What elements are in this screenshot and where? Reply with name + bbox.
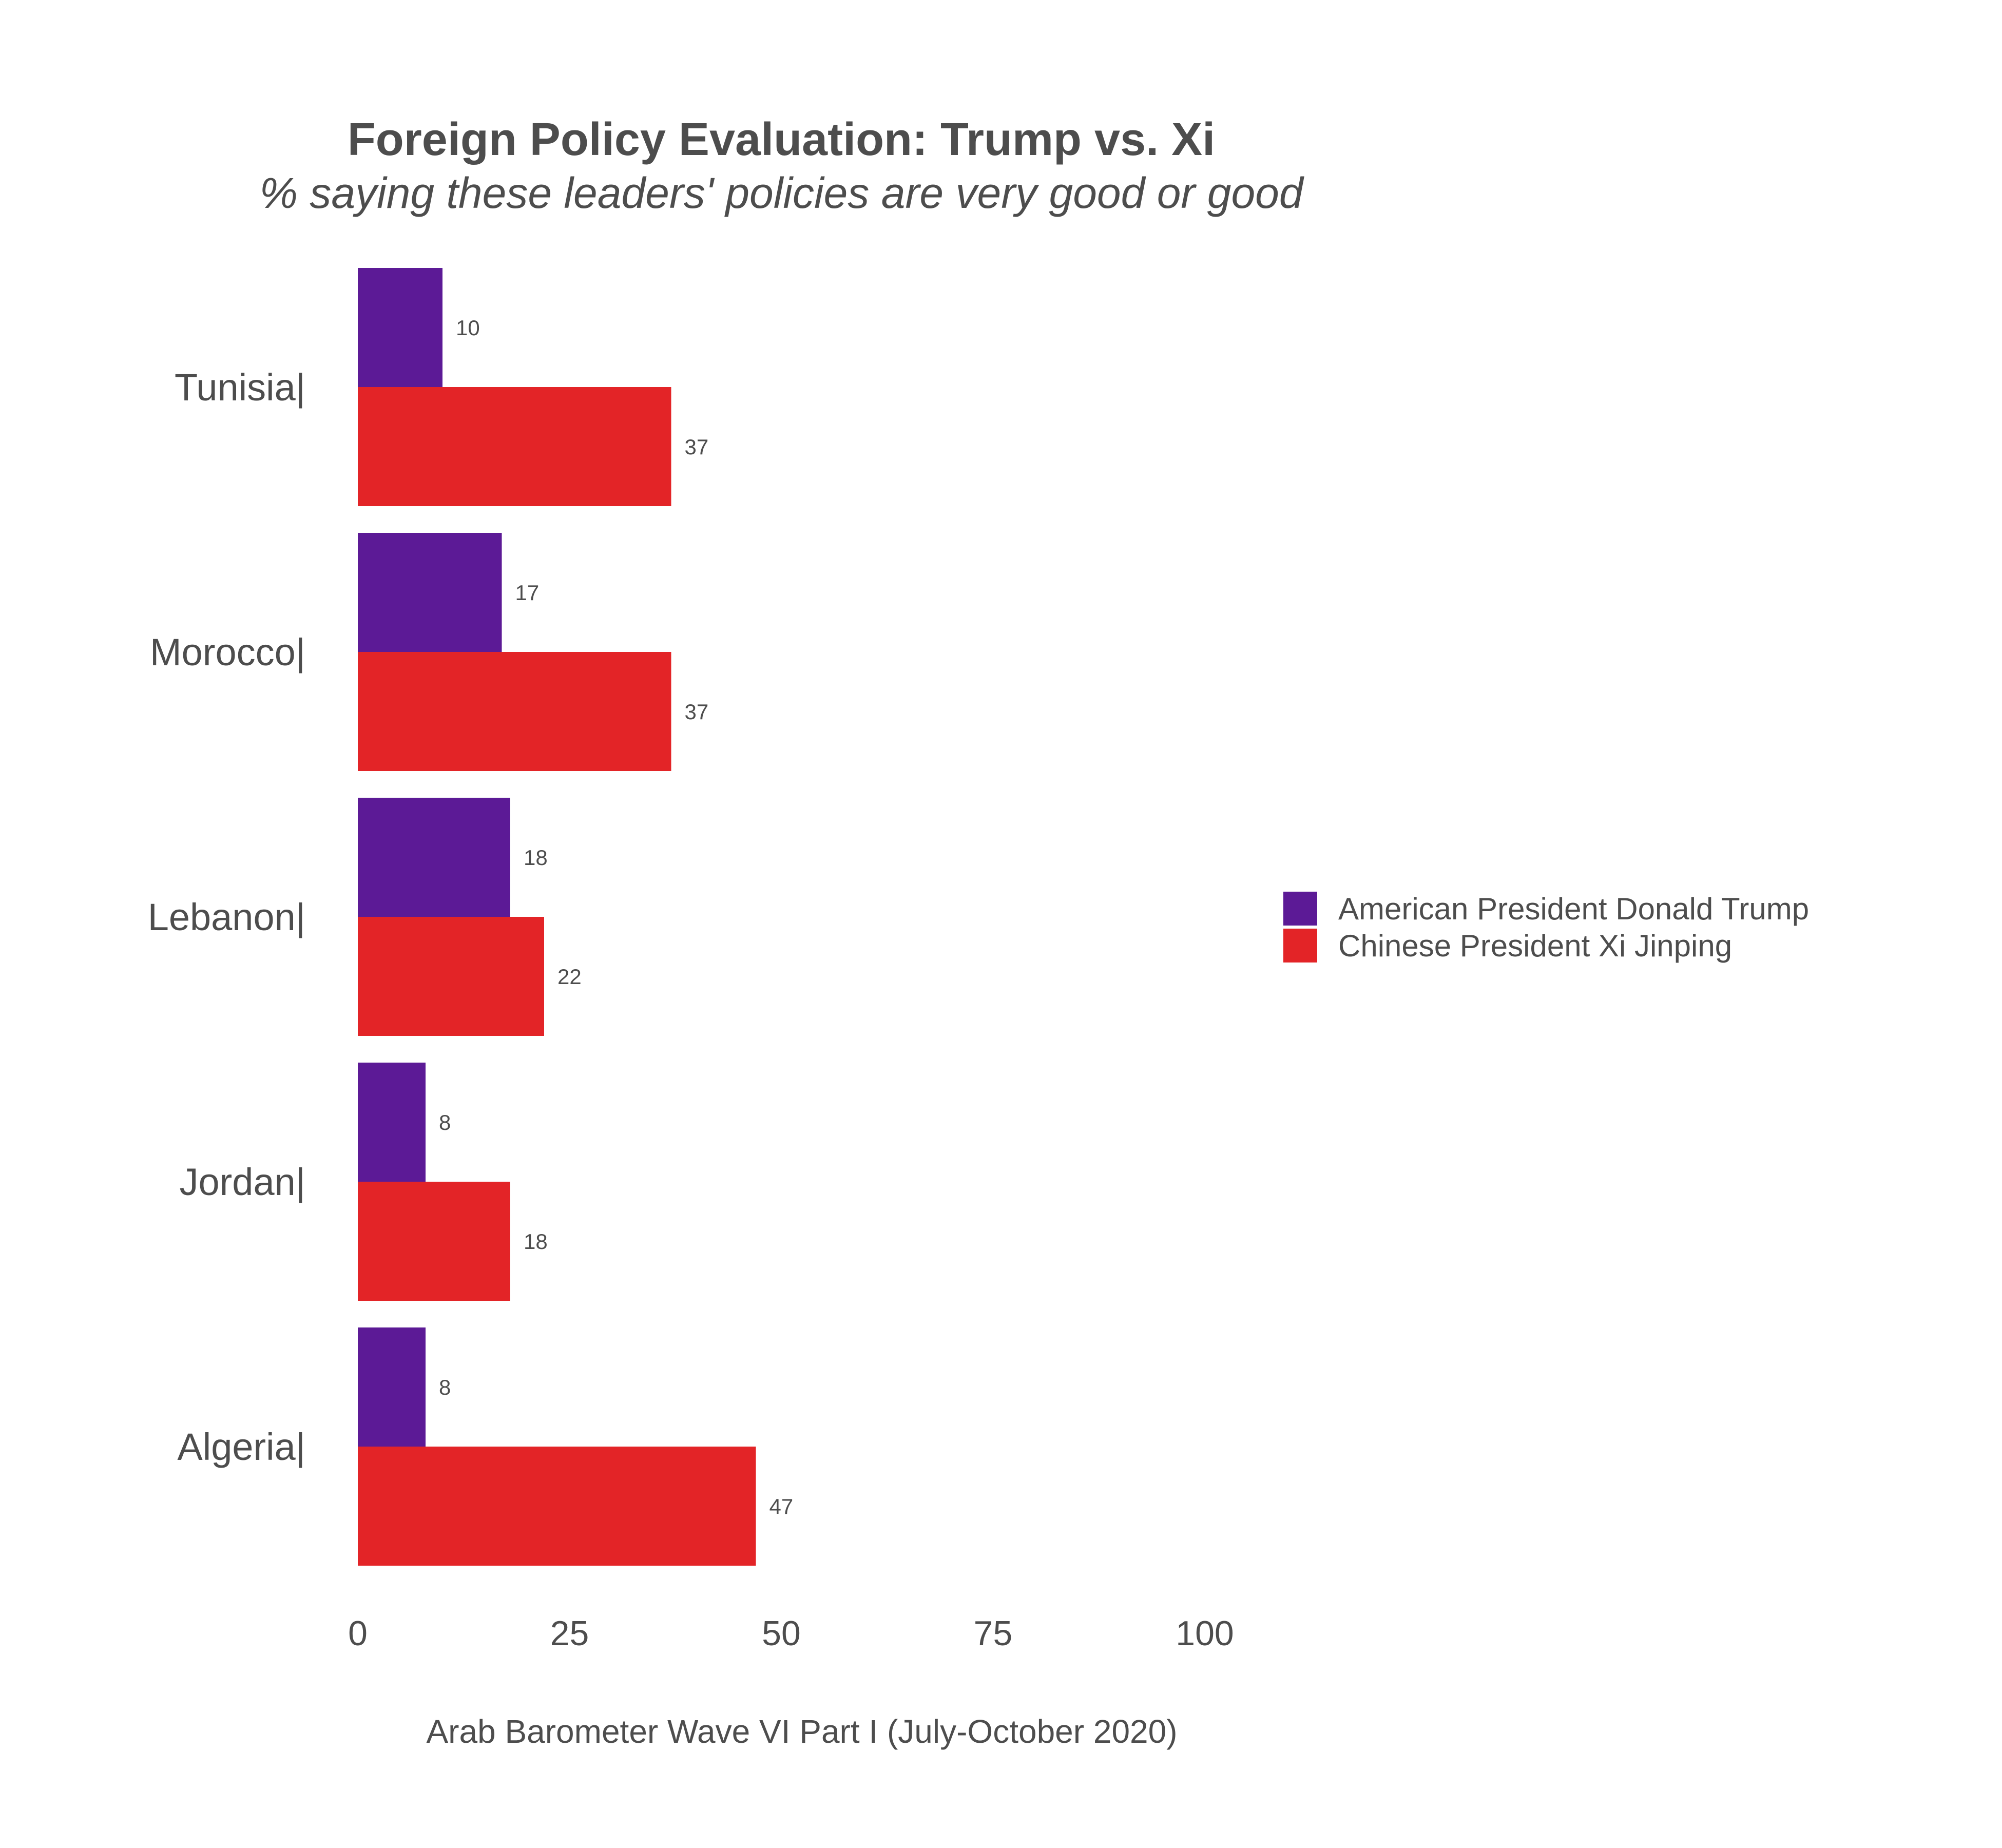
x-tick-label-75: 75 — [974, 1614, 1013, 1653]
bars-group — [358, 268, 756, 1566]
bar-morocco-xi — [358, 652, 671, 771]
chart-caption: Arab Barometer Wave VI Part I (July-Octo… — [426, 1713, 1177, 1750]
bar-tunisia-xi — [358, 387, 671, 506]
value-labels: 10 37 17 37 18 22 8 18 8 47 — [439, 316, 793, 1518]
chart-title: Foreign Policy Evaluation: Trump vs. Xi — [348, 114, 1215, 165]
category-label-jordan: Jordan| — [180, 1161, 306, 1203]
x-tick-label-50: 50 — [762, 1614, 801, 1653]
bar-lebanon-trump — [358, 798, 510, 917]
value-label-morocco-trump: 17 — [515, 581, 540, 605]
category-label-lebanon: Lebanon| — [148, 896, 305, 938]
value-label-lebanon-trump: 18 — [524, 845, 548, 870]
value-label-algeria-trump: 8 — [439, 1375, 451, 1399]
bar-algeria-trump — [358, 1327, 426, 1447]
legend-label-xi: Chinese President Xi Jinping — [1338, 929, 1732, 963]
category-label-tunisia: Tunisia| — [175, 366, 305, 409]
bar-morocco-trump — [358, 533, 502, 652]
value-label-morocco-xi: 37 — [685, 700, 709, 724]
category-labels: Tunisia| Morocco| Lebanon| Jordan| Algeria| — [148, 366, 305, 1468]
bar-algeria-xi — [358, 1447, 756, 1566]
legend-label-trump: American President Donald Trump — [1338, 892, 1809, 926]
value-label-lebanon-xi: 22 — [557, 965, 582, 989]
value-label-tunisia-xi: 37 — [685, 435, 709, 459]
x-tick-label-100: 100 — [1176, 1614, 1234, 1653]
value-label-jordan-xi: 18 — [524, 1229, 548, 1254]
category-label-morocco: Morocco| — [150, 631, 305, 673]
legend-swatch-xi — [1283, 929, 1317, 962]
x-axis-tick-labels: 0 25 50 75 100 — [348, 1614, 1234, 1653]
chart-subtitle: % saying these leaders' policies are ver… — [259, 169, 1304, 217]
x-tick-label-25: 25 — [550, 1614, 589, 1653]
bar-tunisia-trump — [358, 268, 442, 387]
value-label-algeria-xi: 47 — [769, 1494, 794, 1518]
bar-lebanon-xi — [358, 917, 544, 1036]
legend-swatch-trump — [1283, 892, 1317, 926]
value-label-jordan-trump: 8 — [439, 1110, 451, 1134]
bar-jordan-xi — [358, 1182, 510, 1301]
bar-jordan-trump — [358, 1063, 426, 1182]
value-label-tunisia-trump: 10 — [456, 316, 480, 340]
x-tick-label-0: 0 — [348, 1614, 368, 1653]
category-label-algeria: Algeria| — [177, 1426, 305, 1468]
